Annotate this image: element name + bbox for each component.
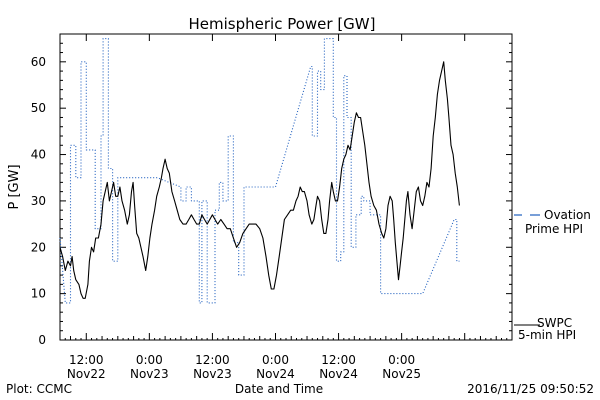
plot-credit: Plot: CCMC: [6, 382, 72, 396]
legend-swpc-label: SWPC: [537, 316, 572, 330]
chart-title: Hemispheric Power [GW]: [189, 15, 376, 33]
x-tick-label-time: 0:00: [388, 353, 415, 367]
x-tick-label-date: Nov24: [319, 367, 358, 381]
x-tick-label-time: 0:00: [262, 353, 289, 367]
x-tick-label-time: 12:00: [195, 353, 230, 367]
x-axis-label: Date and Time: [235, 382, 323, 396]
y-axis-label: P [GW]: [7, 164, 22, 209]
y-tick-label: 60: [31, 55, 46, 69]
x-tick-label-time: 0:00: [136, 353, 163, 367]
x-tick-label-date: Nov23: [130, 367, 169, 381]
x-tick-label-date: Nov24: [256, 367, 295, 381]
legend-ovation-label: Prime HPI: [525, 222, 583, 236]
y-axis: 0 10 20 30 40 50 60: [31, 42, 512, 347]
y-tick-label: 10: [31, 287, 46, 301]
x-tick-label-date: Nov22: [67, 367, 106, 381]
x-tick-label-date: Nov25: [382, 367, 421, 381]
y-tick-label: 40: [31, 148, 46, 162]
series-layer: [59, 38, 460, 304]
x-tick-label-time: 12:00: [321, 353, 356, 367]
y-tick-label: 20: [31, 240, 46, 254]
x-tick-label-date: Nov23: [193, 367, 232, 381]
y-tick-label: 0: [38, 333, 46, 347]
y-tick-label: 30: [31, 194, 46, 208]
legend-swpc-label: 5-min HPI: [518, 328, 576, 342]
x-tick-label-time: 12:00: [69, 353, 104, 367]
legend-ovation-label: Ovation: [544, 208, 591, 222]
plot-timestamp: 2016/11/25 09:50:52: [467, 382, 594, 396]
plot-frame: [59, 33, 513, 341]
y-tick-label: 50: [31, 101, 46, 115]
x-axis: 12:00Nov220:00Nov2312:00Nov230:00Nov2412…: [64, 34, 508, 381]
swpc-series-line: [59, 61, 460, 299]
ovation-series-line: [59, 38, 460, 304]
